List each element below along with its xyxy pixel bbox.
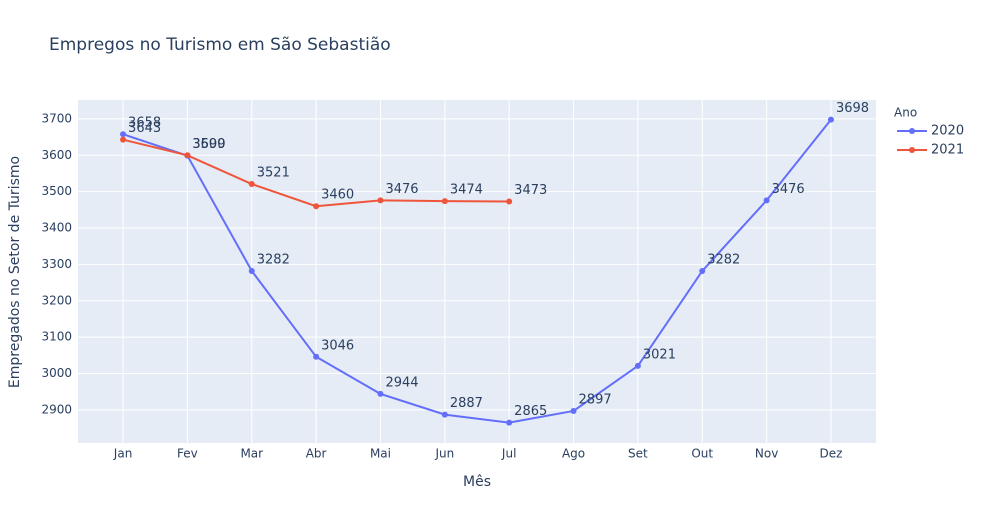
line (122, 119, 832, 424)
x-tick-label: Jun (434, 447, 454, 461)
x-tick-label: Mar (240, 447, 263, 461)
point (506, 198, 513, 205)
x-tick-label: Ago (562, 447, 585, 461)
point (827, 116, 834, 123)
plot-area (78, 100, 876, 443)
point (699, 267, 706, 274)
point (120, 131, 127, 138)
point (184, 152, 191, 159)
y-tick-label: 3600 (41, 148, 72, 162)
data-label: 3658 (128, 116, 161, 131)
point (763, 197, 770, 204)
point (634, 362, 641, 369)
data-label: 3021 (643, 347, 676, 362)
data-label: 3046 (321, 338, 354, 353)
x-tick-label: Abr (306, 447, 327, 461)
data-label: 3476 (772, 182, 805, 197)
data-label: 3282 (257, 252, 290, 267)
x-tick-label: Fev (177, 447, 198, 461)
y-tick-label: 2900 (41, 402, 72, 416)
x-tick-label: Jan (113, 447, 133, 461)
point (377, 197, 384, 204)
y-tick-label: 3000 (41, 366, 72, 380)
point (248, 267, 255, 274)
data-label: 2865 (514, 404, 547, 419)
data-label: 3460 (321, 188, 354, 203)
chart-title: Empregos no Turismo em São Sebastião (49, 35, 391, 55)
point (313, 203, 320, 210)
x-tick-label: Jul (501, 447, 516, 461)
y-axis-title: Empregados no Setor de Turismo (7, 156, 23, 388)
legend-marker (909, 147, 915, 153)
data-label: 3476 (385, 182, 418, 197)
data-label: 3698 (836, 101, 869, 116)
data-label: 3643 (128, 121, 161, 136)
x-tick-label: Nov (755, 447, 778, 461)
y-tick-label: 3100 (41, 330, 72, 344)
data-label: 2944 (385, 375, 418, 390)
y-tick-label: 3500 (41, 184, 72, 198)
point (441, 198, 448, 205)
point (313, 353, 320, 360)
data-label: 3521 (257, 166, 290, 181)
point (248, 181, 255, 188)
legend-label: 2021 (931, 143, 964, 158)
point (120, 136, 127, 143)
y-tick-label: 3700 (41, 111, 72, 125)
y-tick-label: 3400 (41, 221, 72, 235)
data-label: 3474 (450, 183, 483, 198)
legend-label: 2020 (931, 124, 964, 139)
x-tick-label: Set (628, 447, 648, 461)
data-label: 3599 (192, 137, 225, 152)
data-label: 2897 (579, 392, 612, 407)
y-tick-label: 3200 (41, 293, 72, 307)
data-label: 2887 (450, 396, 483, 411)
legend-marker (909, 128, 915, 134)
data-label: 3282 (707, 252, 740, 267)
point (377, 390, 384, 397)
x-tick-label: Dez (819, 447, 842, 461)
data-label: 3600 (192, 137, 225, 152)
x-tick-label: Mai (370, 447, 391, 461)
point (570, 407, 577, 414)
data-label: 3473 (514, 183, 547, 198)
point (506, 419, 513, 426)
x-tick-label: Out (691, 447, 713, 461)
y-tick-label: 3300 (41, 257, 72, 271)
legend-title: Ano (894, 106, 917, 120)
x-axis-title: Mês (463, 474, 491, 490)
point (441, 411, 448, 418)
